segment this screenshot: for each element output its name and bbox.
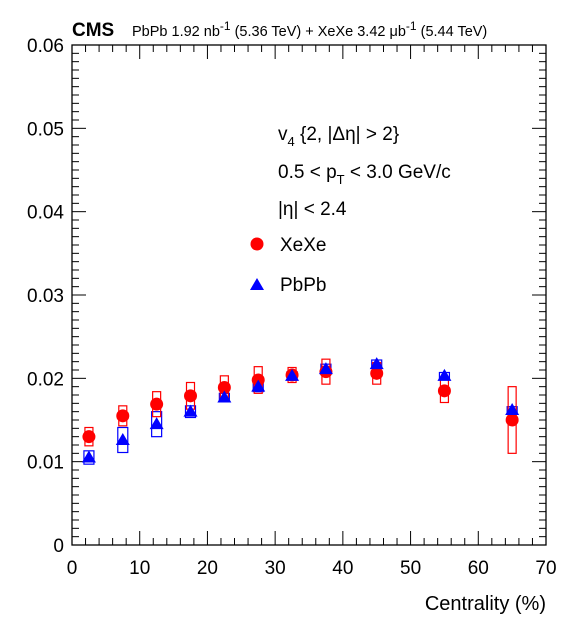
data-point-xexe	[184, 389, 197, 403]
y-tick-label: 0.05	[27, 119, 64, 140]
x-tick-label: 30	[265, 558, 286, 579]
y-tick-label: 0.06	[27, 36, 64, 57]
data-point-pbpb	[318, 362, 333, 375]
y-tick-label: 0.02	[27, 369, 64, 390]
data-point-pbpb	[149, 417, 164, 430]
header-xe-exponent: -1	[406, 19, 417, 33]
legend-pbpb-marker	[250, 278, 264, 290]
y-tick-labels: 0 0.01 0.02 0.03 0.04 0.05 0.06	[27, 36, 64, 557]
legend-xexe-label: XeXe	[280, 235, 326, 256]
data-point-xexe	[217, 381, 231, 394]
data-point-pbpb	[217, 390, 232, 403]
data-points	[81, 357, 520, 465]
sys-error-box-pbpb	[117, 426, 129, 454]
y-tick-label: 0	[53, 536, 64, 557]
data-point-xexe	[150, 397, 164, 411]
header-pb-exponent: -1	[220, 19, 231, 33]
eta-annotation: |η| < 2.4	[278, 199, 347, 220]
sys-error-box-pbpb	[151, 411, 163, 438]
x-tick-label: 40	[332, 558, 353, 579]
data-point-pbpb	[251, 379, 266, 392]
legend: XeXe PbPb	[250, 235, 326, 296]
data-point-xexe	[370, 366, 384, 380]
header-pb-label: PbPb 1.92 nb	[132, 24, 220, 40]
experiment-label: CMS	[72, 20, 114, 41]
observable-rest: {2, |Δη| > 2}	[295, 124, 399, 145]
observable-subscript: 4	[288, 134, 295, 149]
x-tick-label: 0	[67, 558, 78, 579]
chart-header: PbPb 1.92 nb-1 (5.36 TeV) + XeXe 3.42 μb…	[132, 19, 487, 40]
header-xe-energy: (5.44 TeV)	[417, 24, 488, 40]
x-tick-label: 50	[400, 558, 421, 579]
observable-annotation: v4 {2, |Δη| > 2}	[278, 124, 399, 149]
x-axis-title: Centrality (%)	[425, 593, 546, 615]
observable-v: v	[278, 124, 288, 145]
data-point-xexe	[505, 413, 519, 427]
pt-subscript: T	[337, 172, 345, 187]
x-tick-label: 60	[468, 558, 489, 579]
header-pb-energy: (5.36 TeV) + XeXe 3.42 μb	[231, 24, 406, 40]
y-tick-label: 0.01	[27, 453, 64, 474]
data-point-pbpb	[115, 433, 130, 445]
y-tick-label: 0.03	[27, 286, 64, 307]
data-point-xexe	[116, 409, 130, 423]
legend-xexe-marker	[250, 237, 264, 251]
x-tick-label: 70	[535, 558, 556, 579]
data-point-xexe	[82, 430, 96, 444]
legend-pbpb-label: PbPb	[280, 275, 326, 296]
x-tick-labels: 0 10 20 30 40 50 60 70	[67, 558, 557, 579]
y-tick-label: 0.04	[27, 203, 64, 224]
data-point-pbpb	[369, 357, 384, 370]
data-point-pbpb	[505, 403, 520, 415]
x-tick-label: 10	[129, 558, 150, 579]
data-point-xexe	[437, 384, 451, 398]
pt-range-annotation: 0.5 < pT < 3.0 GeV/c	[278, 162, 451, 187]
data-point-pbpb	[183, 404, 198, 417]
data-point-pbpb	[81, 450, 96, 463]
data-point-pbpb	[437, 368, 452, 381]
pt-left: 0.5 < p	[278, 162, 337, 183]
axis-ticks	[71, 44, 547, 546]
pt-right: < 3.0 GeV/c	[345, 162, 451, 183]
x-tick-label: 20	[197, 558, 218, 579]
data-point-pbpb	[285, 368, 300, 381]
